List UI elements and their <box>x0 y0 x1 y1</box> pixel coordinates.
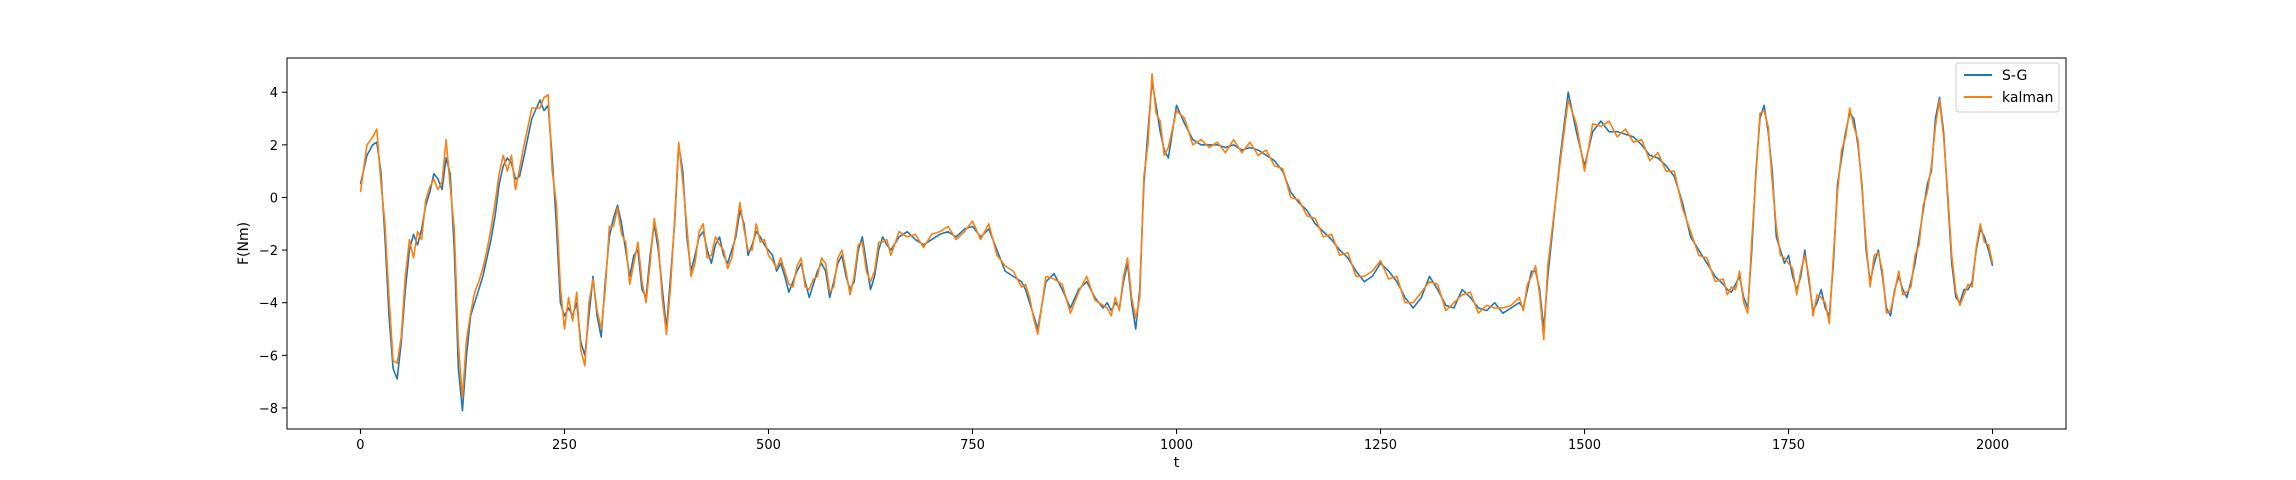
series-line-kalman <box>359 72 1994 399</box>
x-axis-ticks: 0 250 500 750 1000 1250 1500 1750 2000 <box>356 429 2009 453</box>
y-tick-label: −8 <box>259 402 278 417</box>
legend-label-kalman: kalman <box>2002 90 2053 106</box>
x-tick-label: 750 <box>960 438 985 453</box>
y-tick-label: −4 <box>259 297 278 312</box>
x-tick-label: 250 <box>552 438 577 453</box>
x-axis-label: t <box>1174 455 1180 471</box>
legend-label-sg: S-G <box>2002 68 2027 84</box>
y-axis-label: F(Nm) <box>236 222 252 265</box>
x-tick-label: 1250 <box>1364 438 1397 453</box>
x-tick-label: 2000 <box>1976 438 2009 453</box>
x-tick-label: 1750 <box>1772 438 1805 453</box>
y-axis-ticks: −8 −6 −4 −2 0 2 4 <box>259 86 287 417</box>
x-tick-label: 0 <box>356 438 364 453</box>
series-layer <box>359 72 1994 412</box>
y-tick-label: −2 <box>259 244 278 259</box>
y-tick-label: 4 <box>270 86 278 101</box>
x-tick-label: 1000 <box>1160 438 1193 453</box>
y-tick-label: 0 <box>270 191 278 206</box>
x-tick-label: 1500 <box>1568 438 1601 453</box>
x-tick-label: 500 <box>756 438 781 453</box>
y-tick-label: −6 <box>259 349 278 364</box>
legend: S-G kalman <box>1955 62 2060 113</box>
y-tick-label: 2 <box>270 139 278 154</box>
